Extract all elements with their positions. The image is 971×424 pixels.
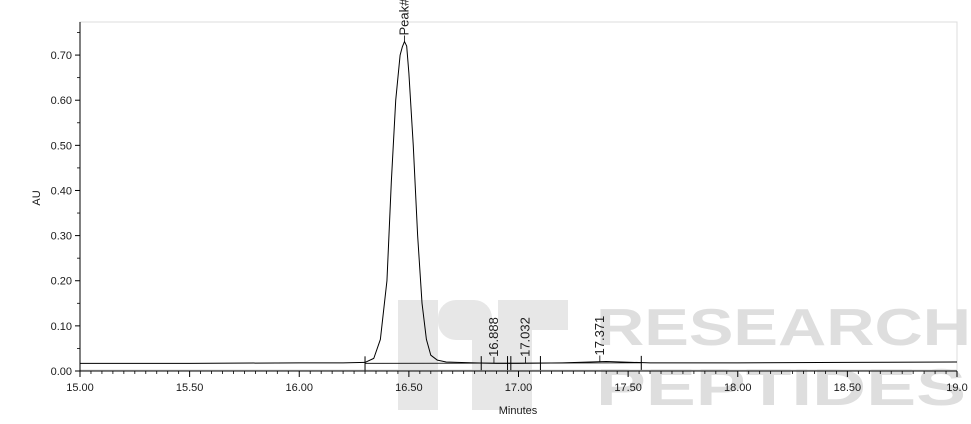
watermark: RESEARCH PEPTIDES bbox=[398, 299, 971, 417]
y-tick-label: 0.40 bbox=[51, 185, 72, 197]
y-tick-label: 0.70 bbox=[51, 50, 72, 62]
y-tick-label: 0.60 bbox=[51, 95, 72, 107]
watermark-line1: RESEARCH bbox=[596, 299, 971, 357]
integration-marks bbox=[364, 355, 642, 371]
x-axis-title: Minutes bbox=[499, 405, 538, 417]
x-tick-label: 16.00 bbox=[285, 382, 313, 394]
y-tick-label: 0.50 bbox=[51, 140, 72, 152]
x-tick-label: 15.00 bbox=[66, 382, 94, 394]
x-tick-label: 16.50 bbox=[395, 382, 423, 394]
x-tick-label: 19.0 bbox=[946, 382, 967, 394]
peak-label: Peak#1 - 16.480 bbox=[397, 0, 412, 36]
y-tick-label: 0.30 bbox=[51, 231, 72, 243]
y-tick-label: 0.20 bbox=[51, 276, 72, 288]
x-tick-label: 18.50 bbox=[834, 382, 862, 394]
x-tick-label: 15.50 bbox=[176, 382, 204, 394]
peak-label: 17.032 bbox=[518, 317, 533, 357]
peak-label: 17.371 bbox=[592, 316, 607, 356]
chromatogram-trace bbox=[80, 41, 958, 364]
peak-labels: Peak#1 - 16.480 16.888 17.032 17.371 bbox=[397, 0, 607, 363]
x-ticks: 15.00 15.50 16.00 16.50 17.00 17.50 18.00 18.50… bbox=[66, 371, 968, 394]
y-ticks: 0.00 0.10 0.20 0.30 0.40 0.50 0.60 0.70 bbox=[51, 32, 80, 378]
x-tick-label: 18.00 bbox=[724, 382, 752, 394]
x-tick-label: 17.00 bbox=[505, 382, 533, 394]
watermark-line2: PEPTIDES bbox=[596, 359, 966, 417]
x-tick-label: 17.50 bbox=[614, 382, 642, 394]
y-tick-label: 0.10 bbox=[51, 321, 72, 333]
y-tick-label: 0.00 bbox=[51, 366, 72, 378]
series-group bbox=[80, 41, 958, 364]
peak-label: 16.888 bbox=[486, 317, 501, 357]
y-axis-title: AU bbox=[31, 190, 43, 205]
